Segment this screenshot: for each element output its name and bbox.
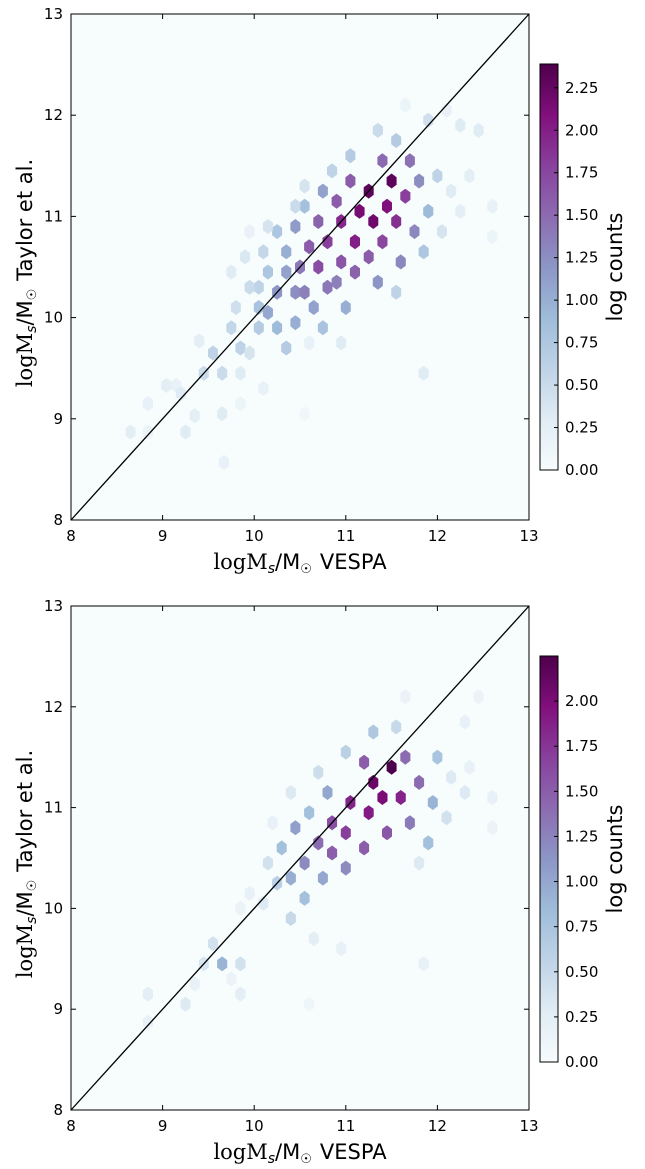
y-tick-label: 8 — [53, 1101, 63, 1119]
colorbar-tick-label: 0.25 — [565, 419, 598, 437]
colorbar-tick-label: 1.50 — [565, 206, 598, 224]
x-tick-label: 8 — [66, 527, 76, 545]
x-tick-label: 13 — [519, 1117, 538, 1135]
colorbar-tick-label: 1.00 — [565, 873, 598, 891]
colorbar-tick-label: 0.50 — [565, 963, 598, 981]
y-tick-label: 8 — [53, 511, 63, 529]
y-tick-label: 9 — [53, 410, 63, 428]
x-tick-label: 9 — [158, 1117, 168, 1135]
colorbar-tick-label: 0.25 — [565, 1008, 598, 1026]
x-axis-label-slash: /M — [275, 1140, 300, 1164]
colorbar-tick-label: 1.50 — [565, 782, 598, 800]
colorbar — [540, 656, 558, 1062]
y-axis-label: logMs/M☉ Taylor et al. — [13, 159, 40, 387]
colorbar-tick-label: 2.00 — [565, 121, 598, 139]
y-axis-label-sun: ☉ — [25, 880, 40, 892]
colorbar-tick-label: 0.75 — [565, 918, 598, 936]
x-tick-label: 10 — [245, 527, 264, 545]
y-axis-label-text: Taylor et al. — [13, 159, 37, 282]
y-tick-label: 12 — [44, 106, 63, 124]
x-axis-label: logMs/M☉ VESPA — [213, 550, 387, 577]
colorbar-tick-label: 1.25 — [565, 827, 598, 845]
colorbar-tick-label: 0.00 — [565, 1053, 598, 1071]
x-axis-label-text: VESPA — [320, 1140, 387, 1164]
y-axis-label-slash: /M — [13, 300, 37, 325]
x-tick-label: 12 — [428, 527, 447, 545]
x-tick-label: 12 — [428, 1117, 447, 1135]
y-axis-label-math: logM — [13, 924, 37, 978]
x-tick-label: 13 — [519, 527, 538, 545]
y-tick-label: 11 — [44, 799, 63, 817]
x-tick-label: 9 — [158, 527, 168, 545]
colorbar-tick-label: 0.50 — [565, 376, 598, 394]
x-axis-label-slash: /M — [275, 550, 300, 574]
x-axis-label: logMs/M☉ VESPA — [213, 1140, 387, 1167]
colorbar-label: log counts — [603, 805, 627, 914]
colorbar-tick-label: 1.25 — [565, 249, 598, 267]
y-axis-label-sub: s — [24, 917, 40, 924]
y-tick-label: 10 — [44, 309, 63, 327]
x-axis-label-math: logM — [213, 550, 267, 574]
colorbar-tick-label: 0.00 — [565, 461, 598, 479]
colorbar-tick-label: 2.25 — [565, 79, 598, 97]
colorbar-label: log counts — [603, 213, 627, 322]
y-axis-label: logMs/M☉ Taylor et al. — [13, 750, 40, 978]
y-tick-label: 10 — [44, 899, 63, 917]
x-tick-label: 11 — [336, 1117, 355, 1135]
y-axis-label-sun: ☉ — [25, 289, 40, 301]
y-axis-label-sub: s — [24, 326, 40, 333]
colorbar-tick-label: 0.75 — [565, 334, 598, 352]
y-axis-label-math: logM — [13, 333, 37, 387]
x-axis-label-sun: ☉ — [300, 562, 312, 577]
x-tick-label: 8 — [66, 1117, 76, 1135]
colorbar-tick-label: 2.00 — [565, 692, 598, 710]
y-tick-label: 11 — [44, 207, 63, 225]
colorbar-tick-label: 1.75 — [565, 164, 598, 182]
y-axis-label-slash: /M — [13, 891, 37, 916]
y-axis-label-text: Taylor et al. — [13, 750, 37, 873]
x-axis-label-sub: s — [268, 561, 275, 577]
x-axis-label-sun: ☉ — [300, 1152, 312, 1167]
x-tick-label: 10 — [245, 1117, 264, 1135]
colorbar-tick-label: 1.75 — [565, 737, 598, 755]
y-tick-label: 13 — [44, 597, 63, 615]
colorbar-tick-label: 1.00 — [565, 291, 598, 309]
x-axis-label-text: VESPA — [320, 550, 387, 574]
y-tick-label: 9 — [53, 1000, 63, 1018]
x-axis-label-math: logM — [213, 1140, 267, 1164]
colorbar — [540, 64, 558, 470]
x-tick-label: 11 — [336, 527, 355, 545]
y-tick-label: 13 — [44, 5, 63, 23]
y-tick-label: 12 — [44, 698, 63, 716]
x-axis-label-sub: s — [268, 1151, 275, 1167]
